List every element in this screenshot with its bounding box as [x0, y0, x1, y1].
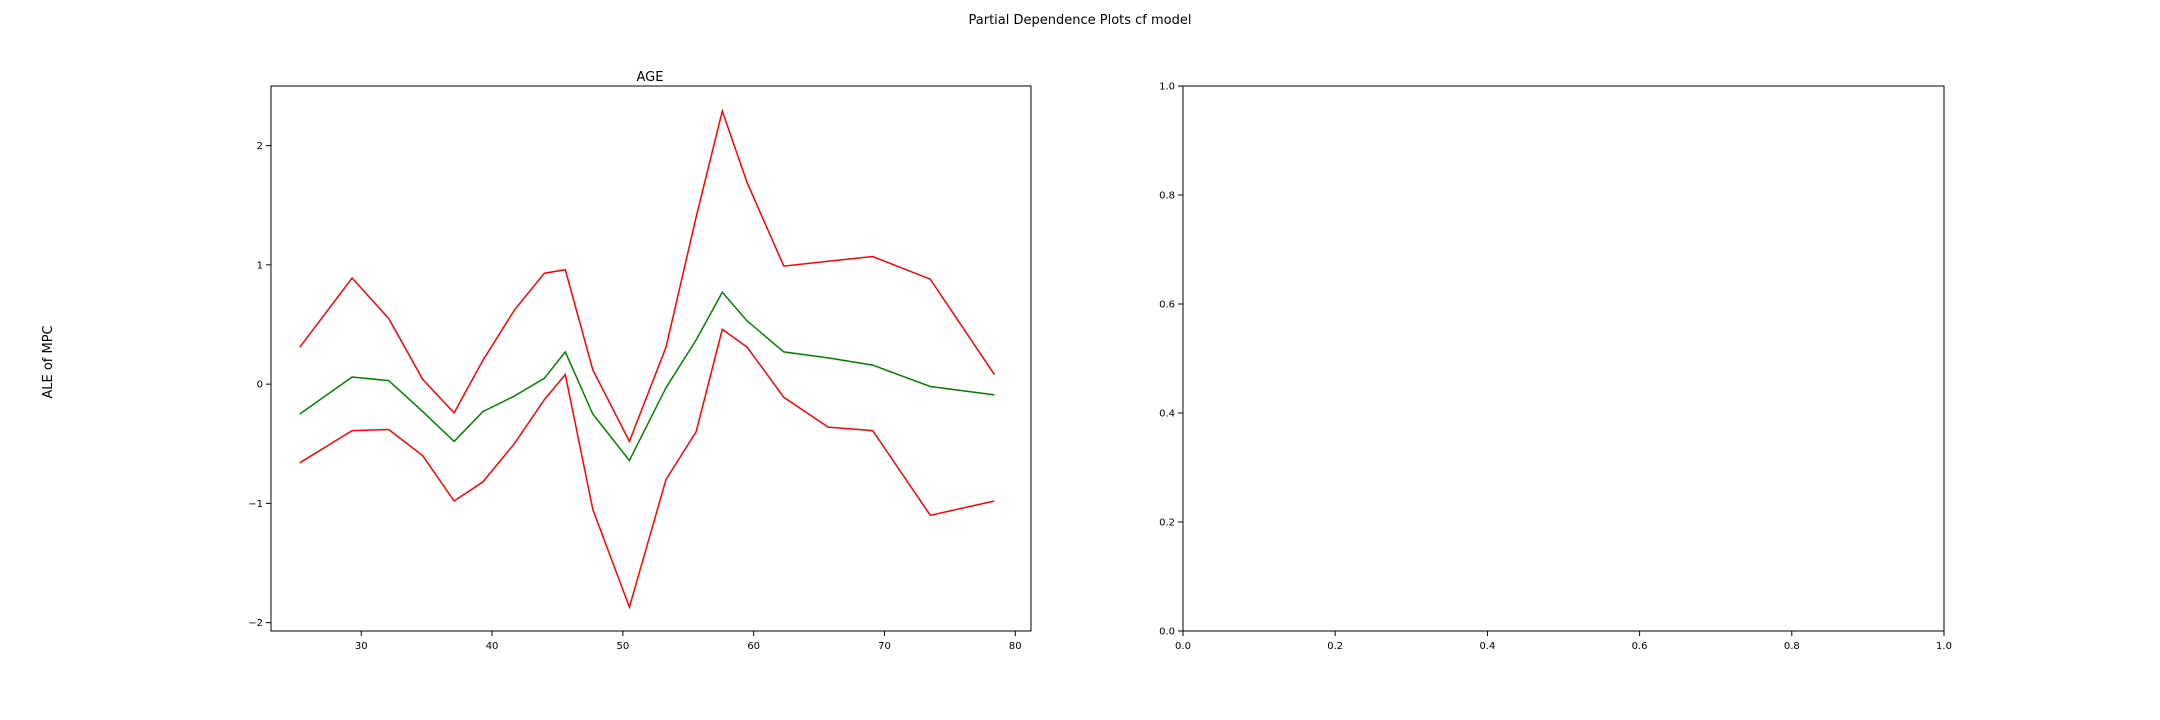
series-line-mean — [299, 290, 995, 462]
x-tick-label: 0.4 — [1479, 641, 1495, 652]
empty-plot-ticks-group: 0.0 0.2 0.4 0.6 0.8 1.0 0.0 0.2 0.4 0.6 0.8 1.0 — [1159, 82, 1952, 653]
x-tick-label: 0.6 — [1632, 641, 1648, 652]
series-line-upper — [299, 108, 996, 444]
x-tick-label: 60 — [747, 641, 760, 652]
y-tick-label: −2 — [248, 618, 263, 629]
figure-ylabel: ALE of MPC — [41, 325, 56, 398]
x-tick-label: 30 — [355, 641, 368, 652]
x-tick-label: 1.0 — [1936, 641, 1952, 652]
figure-suptitle: Partial Dependence Plots cf model — [969, 13, 1192, 28]
age-plot-ticks-group: 30 40 50 60 70 80 −2 −1 0 1 2 — [248, 141, 1021, 652]
y-tick-label: −1 — [248, 499, 263, 510]
empty-plot-frame — [1182, 85, 1945, 632]
y-tick-label: 0.8 — [1159, 191, 1175, 202]
x-tick-label: 80 — [1009, 641, 1022, 652]
y-tick-label: 0 — [257, 380, 263, 391]
age-ale-plot: AGE 30 40 50 60 70 80 −2 −1 0 1 2 — [248, 70, 1032, 652]
y-tick-label: 2 — [257, 141, 263, 152]
empty-plot: 0.0 0.2 0.4 0.6 0.8 1.0 0.0 0.2 0.4 0.6 0.8 1.0 — [1159, 82, 1952, 653]
age-plot-series-group — [299, 108, 996, 610]
y-tick-label: 1.0 — [1159, 82, 1175, 93]
y-tick-label: 0.4 — [1159, 409, 1175, 420]
age-plot-frame — [270, 85, 1032, 632]
x-tick-label: 70 — [878, 641, 891, 652]
x-tick-label: 0.8 — [1784, 641, 1800, 652]
y-tick-label: 1 — [257, 260, 263, 271]
x-tick-label: 0.0 — [1175, 641, 1191, 652]
x-tick-label: 40 — [486, 641, 499, 652]
age-plot-title: AGE — [637, 70, 664, 85]
x-tick-label: 50 — [617, 641, 630, 652]
series-line-lower — [299, 328, 995, 610]
y-tick-label: 0.0 — [1159, 627, 1175, 638]
x-tick-label: 0.2 — [1327, 641, 1343, 652]
y-tick-label: 0.2 — [1159, 518, 1175, 529]
y-tick-label: 0.6 — [1159, 300, 1175, 311]
